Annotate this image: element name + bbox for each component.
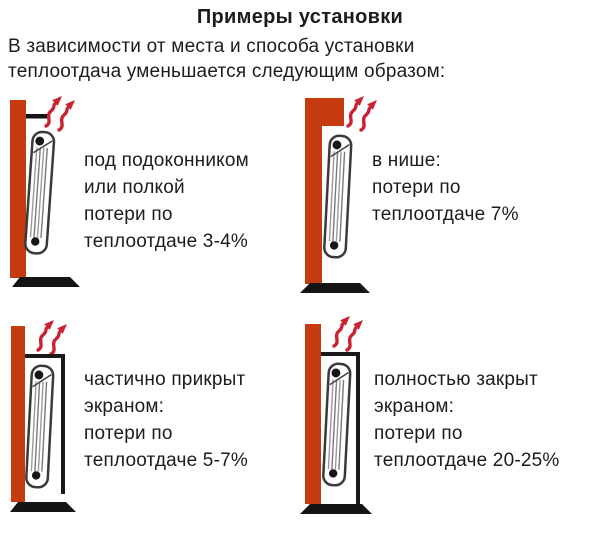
- caption-line: в нише:: [372, 150, 441, 171]
- caption-full-screen: полностью закрыт экраном: потери по тепл…: [374, 366, 560, 474]
- floor: [10, 502, 76, 512]
- diagram-full-screen: [300, 316, 372, 514]
- caption-line: или полкой: [84, 177, 185, 198]
- radiator-icon: [23, 130, 56, 256]
- heat-arrows-icon: [44, 94, 77, 132]
- diagram-under-windowsill: [10, 94, 80, 287]
- wall: [10, 100, 26, 278]
- floor: [300, 504, 372, 514]
- caption-line: потери по: [84, 423, 173, 444]
- caption-line: под подоконником: [84, 150, 249, 171]
- caption-line: теплоотдаче 5-7%: [84, 450, 248, 471]
- caption-line: частично прикрыт: [84, 369, 246, 390]
- windowsill: [26, 114, 50, 119]
- caption-line: потери по: [84, 204, 173, 225]
- floor: [12, 277, 80, 287]
- radiator-icon: [24, 364, 55, 490]
- screen-partial: [25, 354, 65, 494]
- heat-arrows-icon: [332, 316, 365, 352]
- caption-line: полностью закрыт: [374, 369, 538, 390]
- subtitle-line-1: В зависимости от места и способа установ…: [8, 36, 415, 57]
- caption-line: потери по: [374, 423, 463, 444]
- wall: [11, 326, 25, 502]
- caption-line: теплоотдаче 3-4%: [84, 231, 248, 252]
- floor: [300, 283, 370, 293]
- caption-partial-screen: частично прикрыт экраном: потери по тепл…: [84, 366, 248, 474]
- subtitle: В зависимости от места и способа установ…: [8, 34, 445, 84]
- heat-arrows-icon: [346, 94, 379, 132]
- wall: [305, 324, 321, 504]
- caption-line: экраном:: [374, 396, 455, 417]
- caption-under-windowsill: под подоконником или полкой потери по те…: [84, 147, 249, 255]
- wall-with-niche: [305, 98, 344, 284]
- caption-line: потери по: [372, 177, 461, 198]
- radiator-icon: [321, 362, 352, 488]
- screen-full: [321, 352, 360, 506]
- caption-line: теплоотдаче 20-25%: [374, 450, 560, 471]
- diagram-niche: [300, 94, 379, 293]
- diagram-partial-screen: [10, 318, 76, 512]
- subtitle-line-2: теплоотдача уменьшается следующим образо…: [8, 61, 446, 82]
- caption-line: экраном:: [84, 396, 165, 417]
- page-title: Примеры установки: [196, 6, 404, 28]
- caption-niche: в нише: потери по теплоотдаче 7%: [372, 147, 519, 228]
- heat-arrows-icon: [36, 318, 69, 356]
- caption-line: теплоотдаче 7%: [372, 204, 519, 225]
- radiator-icon: [322, 134, 353, 260]
